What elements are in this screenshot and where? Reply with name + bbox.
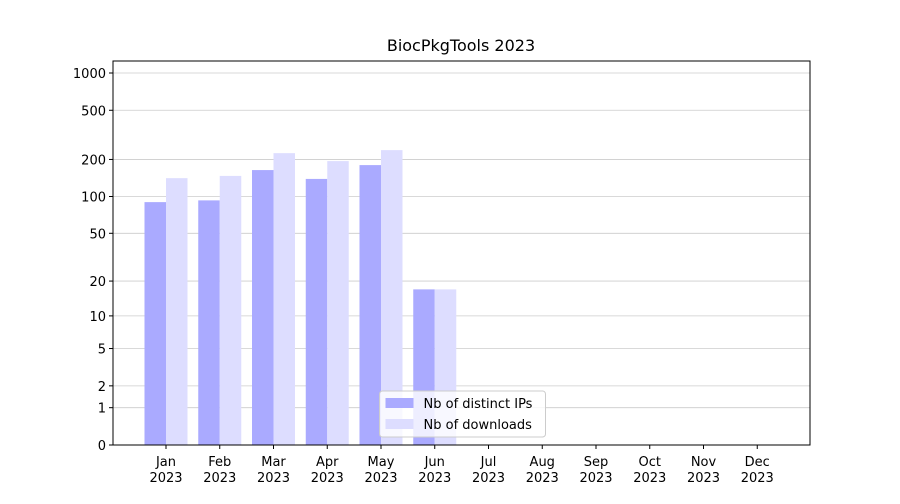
bar — [359, 165, 381, 445]
bar — [166, 178, 188, 445]
x-tick-label: Nov 2023 — [687, 455, 720, 486]
chart-title: BiocPkgTools 2023 — [387, 36, 535, 55]
x-tick-label: Mar 2023 — [257, 455, 290, 486]
x-tick-label: Feb 2023 — [203, 455, 236, 486]
x-tick-label: Apr 2023 — [311, 455, 344, 486]
y-tick-label: 50 — [89, 227, 106, 242]
x-tick-label: Oct 2023 — [633, 455, 666, 486]
y-tick-label: 5 — [98, 343, 106, 358]
legend-label: Nb of distinct IPs — [424, 397, 533, 412]
bar — [305, 178, 328, 445]
bar — [219, 175, 242, 446]
bar — [273, 153, 295, 445]
x-tick-label: Jan 2023 — [149, 455, 182, 486]
legend-swatch — [385, 419, 414, 429]
x-tick-label: Sep 2023 — [579, 455, 612, 486]
x-tick-label: Jul 2023 — [472, 455, 505, 486]
y-tick-label: 1000 — [73, 67, 106, 82]
bar — [327, 161, 349, 445]
y-tick-label: 500 — [81, 104, 106, 119]
x-tick-label: May 2023 — [364, 455, 397, 486]
x-tick-label: Aug 2023 — [526, 455, 559, 486]
plot-frame — [112, 60, 811, 446]
bar — [198, 200, 220, 445]
y-tick-label: 10 — [89, 310, 106, 325]
bar — [252, 170, 274, 445]
legend-box — [379, 390, 546, 438]
legend-swatch — [385, 398, 414, 408]
y-tick-label: 1 — [98, 402, 106, 417]
y-tick-label: 20 — [89, 275, 106, 290]
y-tick-label: 200 — [81, 153, 106, 168]
legend-label: Nb of downloads — [424, 418, 533, 433]
y-tick-label: 2 — [98, 380, 106, 395]
y-tick-label: 0 — [98, 439, 106, 454]
x-tick-label: Jun 2023 — [418, 455, 451, 486]
x-tick-label: Dec 2023 — [741, 455, 774, 486]
bar — [381, 150, 403, 445]
bar — [144, 202, 166, 445]
y-tick-label: 100 — [81, 191, 106, 206]
